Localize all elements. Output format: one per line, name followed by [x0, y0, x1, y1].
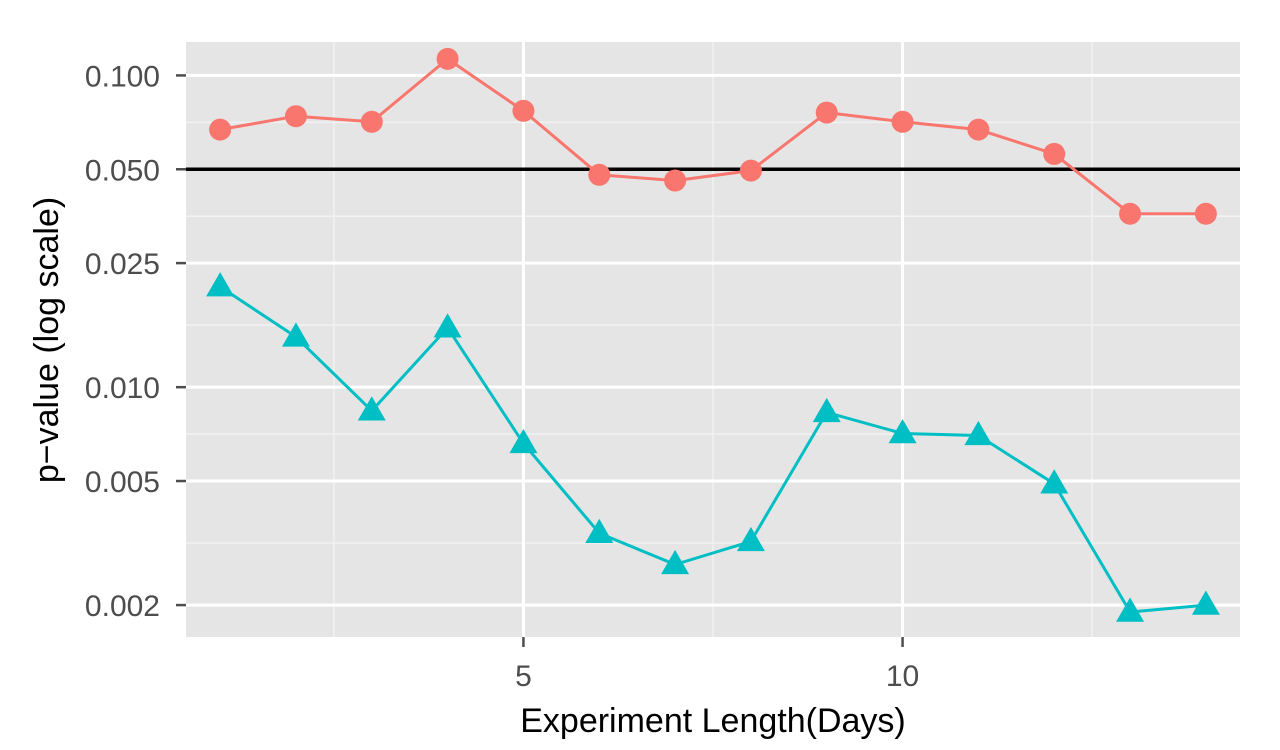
series-teal-point — [509, 428, 538, 454]
y-tick-label: 0.100 — [85, 60, 160, 93]
y-axis: 0.100 0.050 0.025 0.010 0.005 0.002 — [85, 60, 186, 623]
x-axis-title: Experiment Length(Days) — [520, 702, 906, 740]
series-red-point — [891, 110, 914, 133]
series-teal-point — [812, 397, 841, 423]
y-tick-label: 0.050 — [85, 154, 160, 187]
series-red-point — [815, 101, 838, 124]
y-tick-label: 0.025 — [85, 248, 160, 281]
series-red — [209, 47, 1217, 225]
series-layer — [206, 47, 1220, 622]
series-teal-point — [1040, 469, 1069, 494]
series-teal-point — [357, 396, 386, 421]
series-teal-point — [433, 313, 462, 338]
series-teal-point — [206, 272, 235, 297]
series-teal-point — [964, 420, 993, 446]
series-teal-point — [585, 518, 614, 543]
y-tick-label: 0.002 — [85, 590, 160, 623]
series-red-point — [739, 159, 762, 182]
series-red-point — [360, 110, 383, 133]
series-red-point — [1194, 202, 1217, 225]
series-teal-point — [661, 549, 690, 575]
series-red-point — [436, 47, 459, 70]
series-red-line — [219, 57, 1206, 216]
series-teal — [206, 272, 1220, 622]
series-red-point — [588, 163, 611, 186]
series-teal-line — [219, 285, 1207, 614]
series-teal-point — [1116, 597, 1145, 622]
series-red-point — [284, 105, 307, 128]
y-tick-label: 0.005 — [85, 466, 160, 499]
series-red-point — [967, 118, 990, 141]
series-teal-point — [736, 526, 765, 552]
y-tick-label: 0.010 — [85, 372, 160, 405]
series-red-point — [1119, 202, 1142, 225]
x-tick-label: 10 — [886, 660, 919, 693]
x-axis: 5 10 — [515, 637, 919, 693]
series-teal-point — [281, 322, 310, 347]
series-red-point — [512, 99, 535, 122]
series-red-point — [1043, 142, 1066, 165]
series-red-point — [664, 169, 687, 192]
series-teal-point — [1191, 590, 1220, 615]
series-red-point — [209, 118, 232, 141]
y-axis-title: p−value (log scale) — [28, 197, 66, 483]
major-grid — [186, 42, 1240, 637]
x-tick-label: 5 — [515, 660, 532, 693]
series-teal-point — [888, 418, 917, 444]
